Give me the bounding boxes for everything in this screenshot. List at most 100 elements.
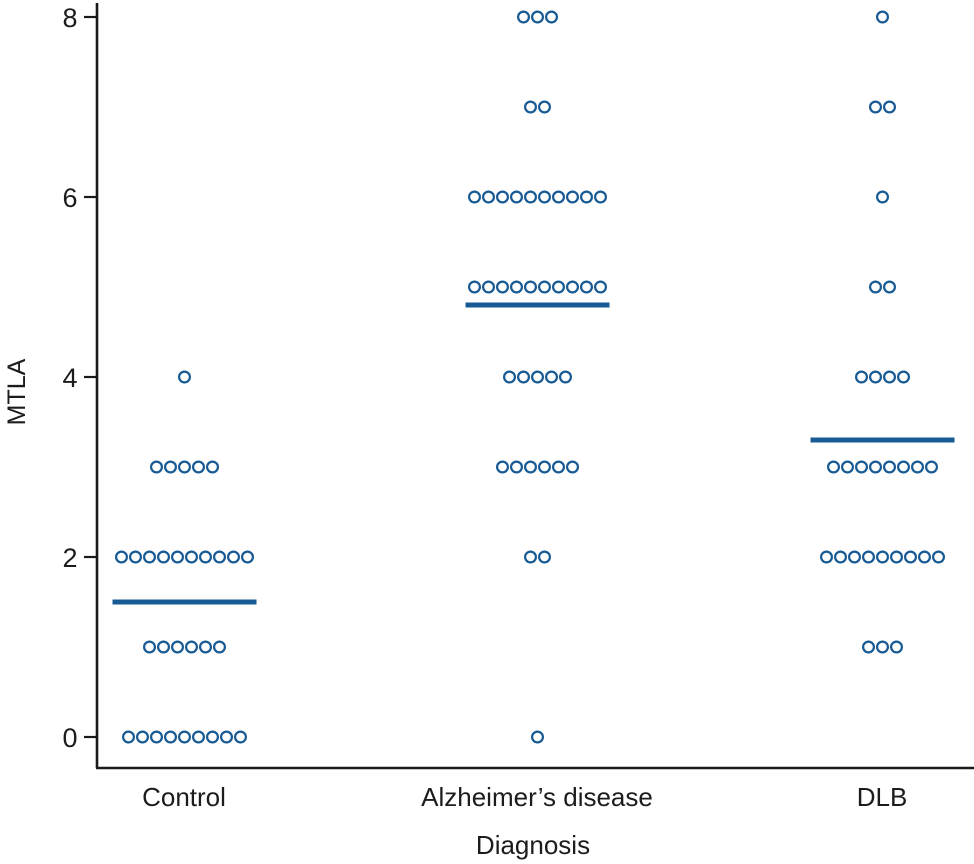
y-tick-label-4: 4 bbox=[62, 363, 78, 393]
data-point bbox=[868, 100, 882, 114]
data-point bbox=[206, 730, 220, 744]
data-point bbox=[516, 10, 530, 24]
data-point bbox=[875, 190, 889, 204]
data-point bbox=[496, 190, 510, 204]
data-point bbox=[861, 550, 875, 564]
data-point bbox=[150, 730, 164, 744]
data-point bbox=[468, 280, 482, 294]
data-point bbox=[882, 460, 896, 474]
data-point bbox=[924, 460, 938, 474]
data-point bbox=[551, 460, 565, 474]
data-point bbox=[178, 460, 192, 474]
data-point bbox=[523, 280, 537, 294]
data-point bbox=[875, 550, 889, 564]
data-point bbox=[164, 730, 178, 744]
data-point bbox=[482, 280, 496, 294]
data-point bbox=[121, 730, 135, 744]
y-axis-title: MTLA bbox=[3, 358, 31, 426]
data-point bbox=[164, 460, 178, 474]
data-point bbox=[157, 550, 171, 564]
data-point bbox=[482, 190, 496, 204]
data-point bbox=[537, 100, 551, 114]
data-point bbox=[558, 370, 572, 384]
data-point bbox=[241, 550, 255, 564]
data-point bbox=[537, 460, 551, 474]
data-point bbox=[910, 460, 924, 474]
data-point bbox=[840, 460, 854, 474]
data-point bbox=[129, 550, 143, 564]
data-point bbox=[185, 640, 199, 654]
data-point bbox=[530, 370, 544, 384]
data-point bbox=[889, 640, 903, 654]
data-point bbox=[510, 460, 524, 474]
data-point bbox=[178, 370, 192, 384]
data-point bbox=[537, 280, 551, 294]
data-point bbox=[551, 190, 565, 204]
data-point bbox=[150, 460, 164, 474]
data-point bbox=[171, 640, 185, 654]
x-axis-title: Diagnosis bbox=[475, 830, 591, 860]
data-point bbox=[523, 550, 537, 564]
data-point bbox=[523, 100, 537, 114]
data-point bbox=[593, 190, 607, 204]
data-point bbox=[875, 10, 889, 24]
data-point bbox=[819, 550, 833, 564]
data-point bbox=[868, 370, 882, 384]
data-point bbox=[185, 550, 199, 564]
data-point bbox=[523, 460, 537, 474]
data-point bbox=[565, 460, 579, 474]
data-point bbox=[496, 460, 510, 474]
data-point bbox=[227, 550, 241, 564]
x-category-label-control: Control bbox=[142, 782, 226, 812]
data-point bbox=[503, 370, 517, 384]
data-point bbox=[854, 460, 868, 474]
data-point bbox=[868, 460, 882, 474]
y-tick-label-2: 2 bbox=[62, 543, 78, 573]
data-point bbox=[579, 190, 593, 204]
data-point bbox=[213, 550, 227, 564]
y-tick-label-6: 6 bbox=[62, 183, 78, 213]
data-point bbox=[565, 190, 579, 204]
data-point bbox=[136, 730, 150, 744]
x-category-label-alzheimers: Alzheimer’s disease bbox=[421, 782, 653, 812]
data-point bbox=[199, 550, 213, 564]
data-point bbox=[213, 640, 227, 654]
data-point bbox=[178, 730, 192, 744]
data-point bbox=[565, 280, 579, 294]
data-point bbox=[931, 550, 945, 564]
data-point bbox=[143, 640, 157, 654]
data-point bbox=[510, 190, 524, 204]
data-point bbox=[833, 550, 847, 564]
data-point bbox=[157, 640, 171, 654]
data-point bbox=[468, 190, 482, 204]
y-tick-label-8: 8 bbox=[62, 3, 78, 33]
data-point bbox=[496, 280, 510, 294]
data-point bbox=[537, 190, 551, 204]
data-point bbox=[917, 550, 931, 564]
data-point bbox=[854, 370, 868, 384]
data-point bbox=[544, 370, 558, 384]
data-point bbox=[234, 730, 248, 744]
data-point bbox=[861, 640, 875, 654]
data-point bbox=[530, 10, 544, 24]
data-point bbox=[544, 10, 558, 24]
data-point bbox=[206, 460, 220, 474]
data-point bbox=[882, 100, 896, 114]
data-point bbox=[868, 280, 882, 294]
data-point bbox=[896, 370, 910, 384]
data-point bbox=[826, 460, 840, 474]
data-point bbox=[882, 280, 896, 294]
data-point bbox=[199, 640, 213, 654]
data-point bbox=[882, 370, 896, 384]
data-point bbox=[220, 730, 234, 744]
data-point bbox=[903, 550, 917, 564]
data-point bbox=[192, 730, 206, 744]
data-point bbox=[530, 730, 544, 744]
data-point bbox=[510, 280, 524, 294]
data-point bbox=[896, 460, 910, 474]
data-point bbox=[192, 460, 206, 474]
data-point bbox=[171, 550, 185, 564]
data-point bbox=[847, 550, 861, 564]
